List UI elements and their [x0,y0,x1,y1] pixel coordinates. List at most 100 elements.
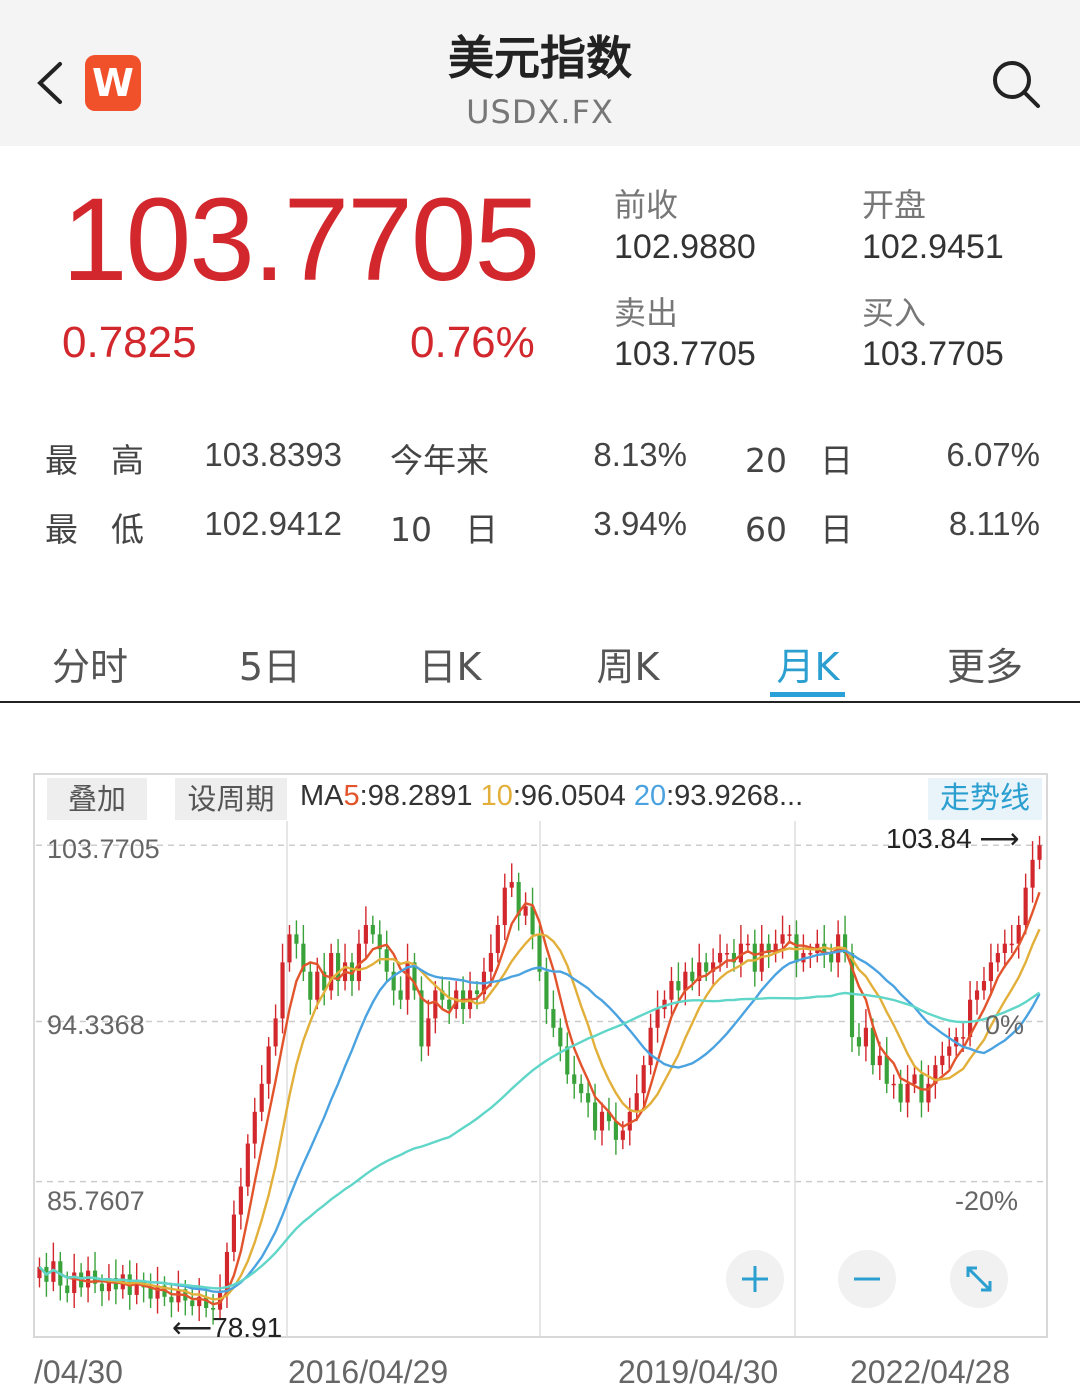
candle-body [551,1009,556,1028]
candle-body [981,981,987,991]
candle-body [99,1283,105,1292]
candle-body [134,1281,139,1295]
high-value: 103.8393 [204,436,342,473]
candle-body [940,1055,945,1066]
ask-label: 卖出 [614,294,679,332]
candle-body [620,1130,625,1140]
back-icon[interactable] [30,58,70,108]
candle-body [363,925,368,944]
candle-body [905,1083,910,1103]
low-label: 最 低 [45,510,144,549]
candle-body [606,1111,612,1122]
search-icon[interactable] [990,58,1042,110]
zoom-out-icon[interactable] [838,1250,896,1308]
candle-body [329,953,334,991]
candle-body [731,953,737,963]
candle-body [176,1289,181,1303]
candle-body [273,1018,278,1047]
candle-body [877,1055,882,1066]
candle-body [933,1065,938,1084]
candle-body [572,1074,577,1084]
ma20-line [38,949,1041,1294]
candle-body [336,953,341,982]
candle-body [669,981,674,1000]
ytd-label: 今年来 [390,441,489,480]
candle-body [495,925,500,954]
ma-prefix: MA [300,780,344,812]
y-label-low: 85.7607 [47,1186,145,1216]
candle-body [592,1102,598,1131]
set-period-button[interactable]: 设周期 [175,778,287,820]
candle-body [766,943,771,954]
trendline-button[interactable]: 走势线 [928,778,1042,820]
chart-frame [33,773,1048,1338]
candle-body [488,953,493,972]
candle-body [266,1046,271,1084]
x-label-0: /04/30 [34,1354,123,1390]
candle-body [648,1027,653,1066]
zoom-in-icon[interactable] [726,1250,784,1308]
candle-body [1016,925,1021,944]
candle-body [106,1278,112,1292]
candle-body [912,1074,917,1084]
candle-body [516,882,521,916]
overlay-button[interactable]: 叠加 [47,778,147,820]
candle-body [530,906,535,935]
candle-body [967,999,973,1038]
d60-value: 8.11% [948,505,1040,542]
candle-body [870,1027,875,1066]
candle-body [780,934,785,944]
candle-body [426,1018,431,1047]
candle-body [370,925,375,935]
candle-body [717,953,723,963]
ask-value: 103.7705 [614,335,756,373]
tab-weekly-k[interactable]: 周K [596,645,660,689]
app-header: W 美元指数 USDX.FX [0,0,1080,146]
candle-body [384,949,389,972]
candle-body [586,1093,591,1103]
candle-body [315,971,320,1000]
candle-body [1002,943,1007,954]
tab-intraday[interactable]: 分时 [51,645,128,689]
candle-body [641,1065,646,1094]
candle-body [537,934,542,972]
fullscreen-icon[interactable] [950,1250,1008,1308]
candle-body [849,953,855,1038]
tab-monthly-k[interactable]: 月K [776,645,840,689]
candle-body [259,1083,264,1112]
candle-body [502,887,507,926]
candle-body [190,1300,195,1307]
candle-body [724,953,730,955]
page-title: 美元指数 [448,31,632,85]
candle-body [405,962,410,1000]
ma-legend: MA5:98.2891 10:96.0504 20:93.9268... [300,780,803,813]
candle-body [579,1083,584,1094]
tab-more[interactable]: 更多 [946,645,1023,689]
bid-label: 买入 [862,294,927,332]
candle-body [287,934,292,963]
x-label-1: 2016/04/29 [288,1354,449,1390]
tab-daily-k[interactable]: 日K [418,645,482,689]
tab-5day[interactable]: 5日 [238,645,302,689]
candle-body [891,1083,896,1086]
price-change-percent: 0.76% [410,318,535,367]
candle-body [752,943,757,972]
candle-body [433,990,438,1019]
bid-value: 103.7705 [862,335,1004,373]
current-price: 103.7705 [62,174,540,306]
candle-body [447,999,452,1010]
candle-body [301,943,306,972]
low-value: 102.9412 [204,505,342,542]
candle-body [440,990,445,1000]
candle-body [412,962,417,991]
ma5-line [38,891,1041,1306]
candle-body [697,962,702,982]
candle-body [509,882,514,888]
candle-body [704,962,709,972]
candle-body [565,1046,570,1075]
candle-body [37,1266,42,1279]
ma5-key: 5 [343,780,360,812]
candle-body [294,934,299,944]
candle-body [808,953,813,955]
